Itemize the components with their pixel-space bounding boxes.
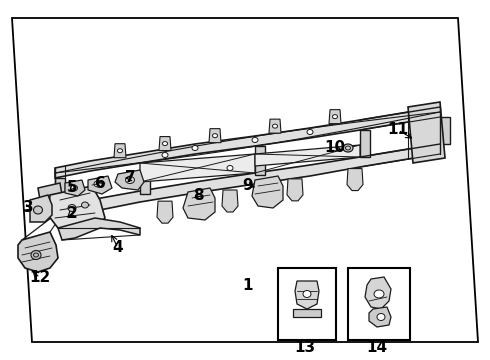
Polygon shape (255, 146, 265, 175)
Polygon shape (58, 218, 140, 240)
Ellipse shape (162, 153, 168, 158)
Polygon shape (408, 102, 445, 163)
Ellipse shape (71, 185, 77, 191)
Polygon shape (48, 186, 105, 232)
Polygon shape (140, 165, 150, 194)
Polygon shape (360, 130, 370, 157)
Text: 10: 10 (324, 140, 345, 156)
Polygon shape (329, 110, 341, 123)
Polygon shape (287, 179, 303, 201)
Polygon shape (295, 281, 319, 309)
Ellipse shape (125, 176, 134, 184)
Polygon shape (55, 144, 440, 220)
Text: 9: 9 (243, 177, 253, 193)
Ellipse shape (227, 166, 233, 171)
Bar (278, 268, 336, 340)
Text: 5: 5 (67, 180, 77, 195)
Polygon shape (30, 195, 52, 222)
Ellipse shape (374, 290, 384, 298)
Text: 4: 4 (113, 240, 123, 256)
Text: 13: 13 (294, 341, 316, 356)
Polygon shape (115, 170, 144, 190)
Ellipse shape (213, 134, 218, 138)
Polygon shape (114, 144, 126, 158)
Text: 1: 1 (243, 278, 253, 292)
Ellipse shape (272, 124, 277, 128)
Polygon shape (183, 188, 215, 220)
Text: 11: 11 (388, 122, 409, 138)
Polygon shape (159, 136, 171, 150)
Ellipse shape (94, 181, 102, 187)
Ellipse shape (303, 291, 311, 297)
Ellipse shape (33, 206, 43, 214)
Ellipse shape (68, 204, 76, 211)
Ellipse shape (307, 130, 313, 135)
Polygon shape (269, 119, 281, 133)
Polygon shape (347, 168, 363, 190)
Ellipse shape (81, 202, 89, 208)
Polygon shape (369, 307, 391, 327)
Text: 8: 8 (193, 188, 203, 202)
Polygon shape (65, 180, 85, 196)
Polygon shape (157, 201, 173, 223)
Text: 7: 7 (124, 171, 135, 185)
Text: 6: 6 (95, 176, 105, 192)
Polygon shape (140, 154, 255, 182)
Bar (348, 268, 410, 340)
Text: 14: 14 (367, 341, 388, 356)
Polygon shape (209, 129, 221, 143)
Polygon shape (293, 309, 321, 317)
Polygon shape (12, 18, 478, 342)
Ellipse shape (252, 138, 258, 143)
Polygon shape (255, 145, 360, 166)
Polygon shape (38, 183, 62, 200)
Polygon shape (55, 107, 440, 178)
Polygon shape (252, 176, 283, 208)
Polygon shape (222, 190, 238, 212)
Ellipse shape (118, 149, 122, 153)
Polygon shape (18, 232, 58, 272)
Polygon shape (88, 176, 112, 194)
Ellipse shape (31, 251, 41, 260)
Ellipse shape (333, 114, 338, 119)
Polygon shape (440, 117, 450, 144)
Polygon shape (55, 178, 65, 208)
Ellipse shape (377, 314, 385, 320)
Text: 3: 3 (23, 201, 33, 216)
Ellipse shape (192, 145, 198, 150)
Polygon shape (365, 277, 391, 309)
Text: 12: 12 (29, 270, 50, 285)
Text: 2: 2 (67, 206, 77, 220)
Ellipse shape (343, 144, 353, 152)
Ellipse shape (163, 141, 168, 145)
